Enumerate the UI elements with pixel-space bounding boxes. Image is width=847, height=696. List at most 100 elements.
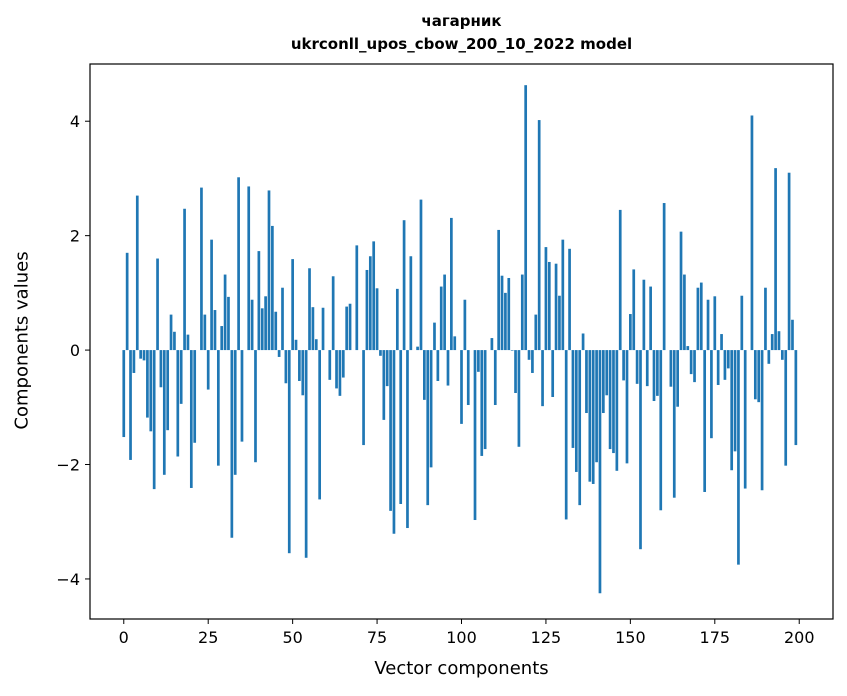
bar	[135, 195, 139, 351]
bar	[345, 306, 349, 351]
x-tick-label: 75	[367, 628, 387, 647]
bar	[662, 203, 666, 351]
bar	[301, 350, 305, 396]
bar	[159, 350, 163, 388]
bar	[686, 346, 690, 351]
bar	[402, 220, 406, 351]
bar	[129, 350, 132, 460]
bar	[588, 350, 592, 482]
bar	[314, 339, 318, 351]
bar	[348, 303, 352, 351]
bar	[585, 350, 588, 414]
bar	[774, 168, 777, 351]
bar	[547, 261, 551, 351]
bar	[642, 279, 646, 351]
bar	[389, 350, 392, 511]
bar	[740, 295, 744, 351]
bar	[206, 350, 210, 390]
bar	[318, 350, 322, 500]
y-tick-label: 0	[70, 341, 80, 360]
x-tick-label: 100	[446, 628, 477, 647]
bar	[406, 350, 409, 529]
bar	[385, 350, 389, 387]
bar	[284, 350, 288, 384]
bar	[558, 295, 561, 351]
bar	[703, 350, 707, 492]
bar	[213, 310, 217, 351]
bar	[294, 339, 298, 351]
bar	[784, 350, 788, 466]
bar	[510, 350, 514, 351]
bar	[780, 350, 784, 360]
bar	[679, 231, 683, 351]
bar	[335, 350, 338, 389]
bar	[220, 326, 224, 351]
chart-title-line2: ukrconll_upos_cbow_200_10_2022 model	[290, 35, 633, 53]
bar	[450, 217, 453, 351]
bar	[497, 229, 501, 351]
bar	[125, 252, 129, 351]
bar	[601, 350, 605, 414]
bar	[149, 350, 153, 432]
bar	[618, 209, 622, 351]
bar	[439, 286, 443, 351]
bar	[760, 350, 764, 491]
bar	[189, 350, 193, 488]
bar	[716, 350, 720, 385]
bar	[645, 350, 649, 387]
bar	[726, 350, 730, 369]
bar	[271, 225, 274, 351]
bar	[554, 263, 558, 351]
bar	[733, 350, 737, 452]
bar	[264, 296, 267, 351]
bar	[233, 350, 237, 475]
bar	[737, 350, 740, 565]
bar	[794, 350, 798, 446]
bar	[649, 286, 652, 351]
bar	[531, 350, 534, 373]
x-tick-label: 175	[700, 628, 731, 647]
bar	[517, 350, 521, 447]
bar	[166, 350, 170, 431]
x-tick-label: 0	[119, 628, 129, 647]
bar	[767, 350, 771, 364]
bar	[743, 350, 747, 489]
bar	[409, 256, 413, 351]
bar	[706, 299, 710, 351]
bar	[287, 350, 291, 554]
bar	[699, 282, 703, 351]
bar	[254, 350, 257, 463]
x-tick-label: 25	[198, 628, 218, 647]
bar	[362, 350, 365, 446]
bar	[622, 350, 625, 381]
bar	[713, 296, 717, 351]
bar	[612, 350, 615, 454]
bar	[770, 334, 774, 351]
x-tick-label: 125	[531, 628, 562, 647]
bar	[591, 350, 595, 484]
bar	[541, 350, 544, 407]
bar	[210, 239, 213, 351]
bar	[331, 276, 335, 351]
bar	[186, 334, 190, 351]
x-axis-label: Vector components	[374, 658, 549, 679]
bar	[392, 350, 396, 534]
bar	[723, 350, 727, 380]
bar	[328, 350, 332, 380]
chart-title-line1: чагарник	[421, 12, 502, 30]
bar	[355, 245, 359, 351]
bar	[247, 186, 251, 351]
bar	[308, 268, 311, 351]
bar	[311, 307, 315, 351]
bar	[466, 350, 470, 406]
bar	[534, 314, 538, 351]
bar	[176, 350, 180, 457]
y-axis-label: Components values	[11, 251, 33, 430]
bar	[227, 296, 230, 351]
bar	[203, 314, 207, 351]
bar	[429, 350, 433, 468]
bar	[652, 350, 656, 402]
bar	[216, 350, 220, 466]
bar	[581, 333, 585, 351]
bar	[683, 274, 686, 351]
